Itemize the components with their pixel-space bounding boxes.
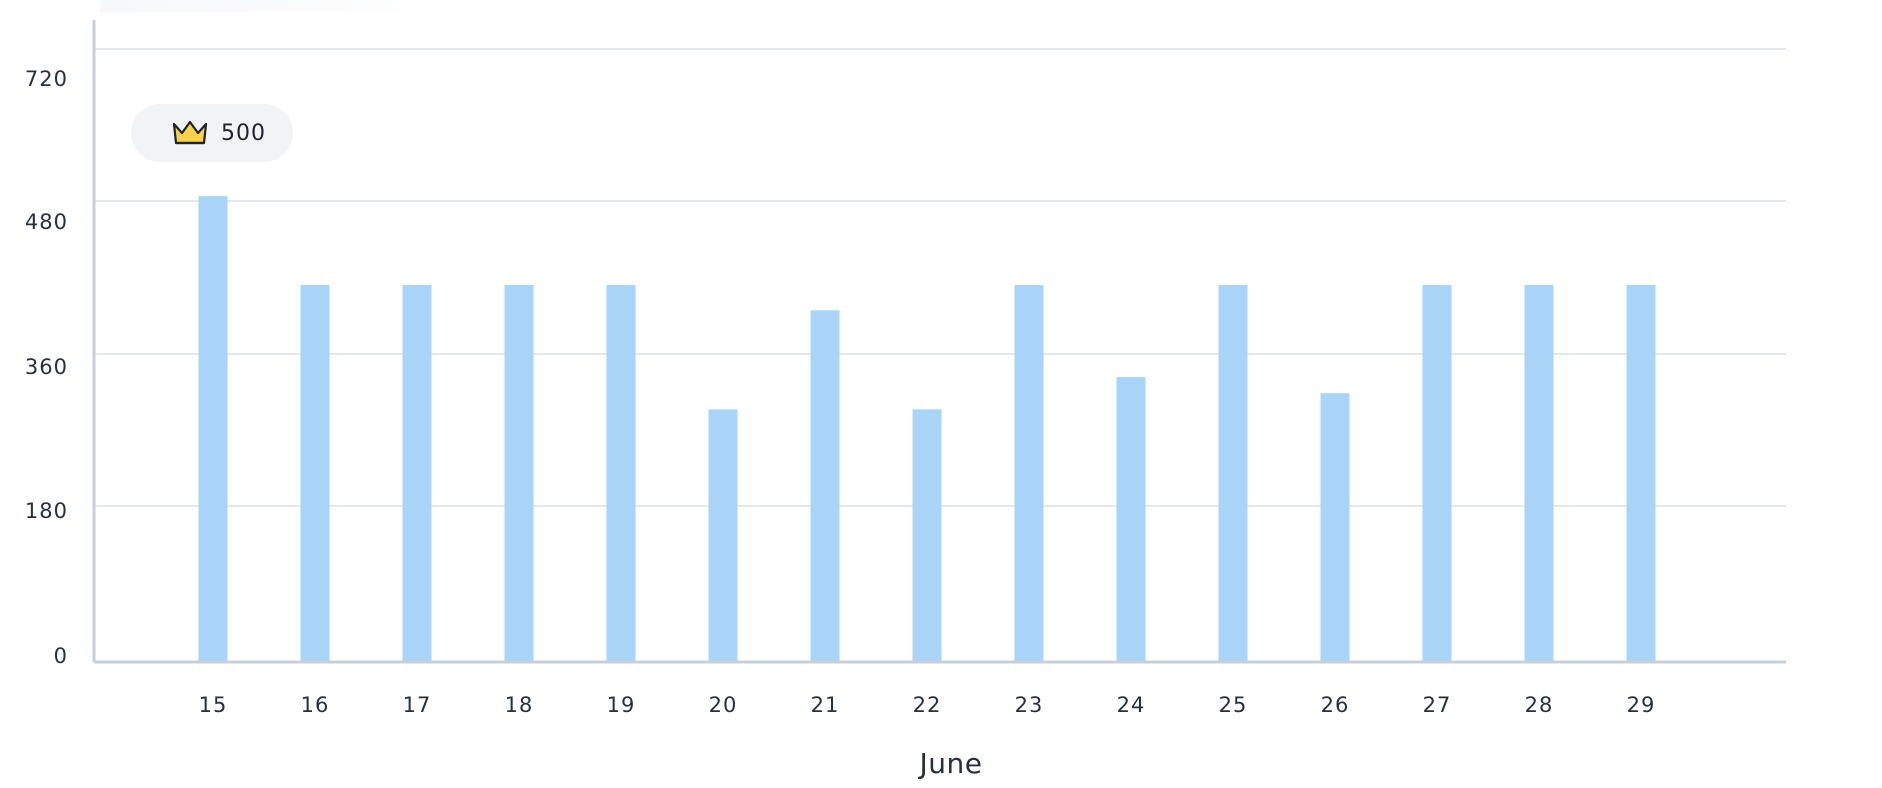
- bar[interactable]: [300, 285, 330, 662]
- y-tick-label: 360: [25, 355, 68, 379]
- x-tick-label: 20: [709, 693, 738, 717]
- x-tick-label: 24: [1117, 693, 1146, 717]
- x-tick-label: 23: [1015, 693, 1044, 717]
- x-tick-label: 19: [607, 693, 636, 717]
- bar[interactable]: [1320, 393, 1350, 662]
- bar[interactable]: [1014, 285, 1044, 662]
- x-tick-label: 28: [1525, 693, 1554, 717]
- y-tick-label: 720: [25, 67, 68, 91]
- x-tick-label: 27: [1423, 693, 1452, 717]
- x-tick-label: 25: [1219, 693, 1248, 717]
- x-tick-label: 22: [913, 693, 942, 717]
- y-tick-label: 480: [25, 210, 68, 234]
- x-tick-label: 29: [1627, 693, 1656, 717]
- bar[interactable]: [810, 310, 840, 662]
- x-tick-label: 16: [301, 693, 330, 717]
- bar[interactable]: [912, 409, 942, 662]
- top-fade-decoration: [100, 0, 480, 12]
- x-tick-label: 21: [811, 693, 840, 717]
- x-tick-label: 15: [199, 693, 228, 717]
- y-tick-label: 180: [25, 499, 68, 523]
- bars: [198, 196, 1656, 662]
- bar[interactable]: [1116, 377, 1146, 662]
- bar[interactable]: [402, 285, 432, 662]
- x-tick-label: 18: [505, 693, 534, 717]
- y-tick-label: 0: [54, 644, 68, 668]
- y-tick-labels: 0 180 360 480 720: [25, 67, 68, 668]
- bar[interactable]: [708, 409, 738, 662]
- bar[interactable]: [1524, 285, 1554, 662]
- x-tick-label: 26: [1321, 693, 1350, 717]
- bar[interactable]: [606, 285, 636, 662]
- bar[interactable]: [1626, 285, 1656, 662]
- bar[interactable]: [1218, 285, 1248, 662]
- top-value-label: 500: [221, 120, 266, 146]
- crown-icon: [171, 118, 209, 148]
- bar[interactable]: [504, 285, 534, 662]
- x-tick-label: 17: [403, 693, 432, 717]
- bar[interactable]: [1422, 285, 1452, 662]
- x-tick-labels: 15 16 17 18 19 20 21 22 23 24 25 26 27 28 29: [199, 693, 1656, 717]
- top-value-badge: 500: [131, 104, 293, 162]
- bar[interactable]: [198, 196, 228, 662]
- x-axis-title: June: [918, 747, 983, 780]
- axes: [92, 20, 1786, 664]
